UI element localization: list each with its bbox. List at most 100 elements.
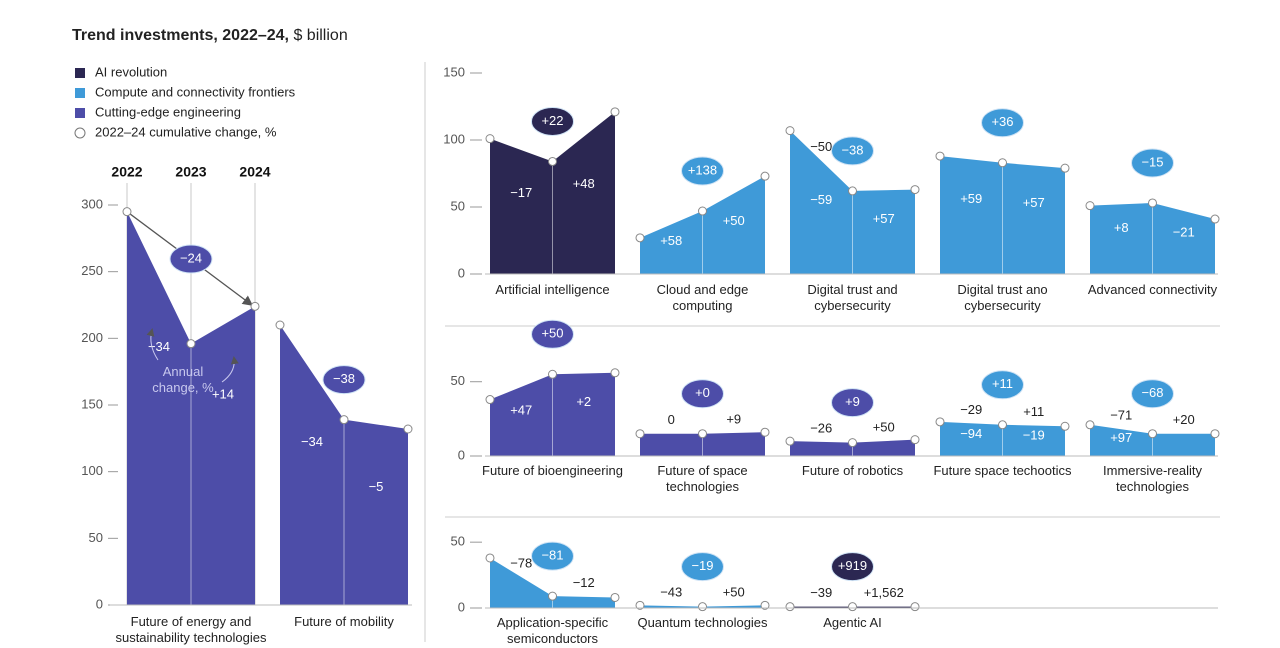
cumulative-badge	[169, 244, 213, 274]
cumulative-change-label: +22	[541, 113, 563, 128]
legend-swatch	[75, 88, 85, 98]
point	[548, 156, 557, 166]
cumulative-badge	[322, 365, 366, 395]
panel-name: Future of space technologies	[657, 463, 748, 494]
point	[848, 186, 857, 196]
subtitle-unit: $ billion	[293, 27, 348, 44]
annotation: Annual change, %	[152, 364, 214, 395]
point	[1210, 214, 1220, 224]
cumulative-badge	[1131, 148, 1174, 178]
point	[910, 435, 920, 445]
annual-change-label: +50	[723, 584, 745, 599]
point	[785, 126, 795, 136]
point	[698, 429, 707, 439]
legend-label: Compute and connectivity frontiers	[95, 84, 296, 99]
y-tick-label: 100	[81, 463, 103, 478]
point	[910, 602, 920, 612]
panel-name: Future of mobility	[294, 614, 394, 629]
annual-change-label: −5	[369, 479, 384, 494]
y-tick-label: 50	[89, 530, 103, 545]
point	[635, 600, 645, 610]
annual-change-label: −12	[573, 575, 595, 590]
point	[250, 301, 260, 311]
annotation-arrow	[146, 328, 159, 361]
point	[848, 438, 857, 448]
cumulative-badge	[831, 388, 874, 418]
annual-change-label: 0	[668, 412, 675, 427]
x-tick-label: 2023	[175, 164, 206, 180]
point	[1148, 198, 1157, 208]
annual-change-label: −71	[1110, 408, 1132, 423]
point	[548, 591, 557, 601]
y-tick-label: 100	[443, 131, 465, 146]
point	[935, 151, 945, 161]
area	[490, 557, 615, 608]
cumulative-badge	[531, 319, 574, 349]
annual-change-label: +59	[960, 191, 982, 206]
y-tick-label: 50	[451, 373, 465, 388]
point	[1060, 163, 1070, 173]
cumulative-change-label: −81	[541, 548, 563, 563]
y-tick-label: 200	[81, 330, 103, 345]
cumulative-badge	[681, 156, 724, 186]
point	[610, 368, 620, 378]
point	[760, 171, 770, 181]
point	[935, 417, 945, 427]
annual-change-label: −59	[810, 192, 832, 207]
point	[403, 424, 413, 434]
legend-marker	[74, 127, 86, 139]
point	[635, 429, 645, 439]
point	[760, 600, 770, 610]
panel-name: Future of energy and sustainability tech…	[115, 614, 267, 645]
subtitle: Trend investments, 2022–24, $ billion	[72, 28, 348, 44]
point	[760, 427, 770, 437]
cumulative-change-label: +138	[688, 162, 717, 177]
cumulative-change-label: +0	[695, 385, 710, 400]
point	[186, 339, 196, 349]
legend-label: Cutting-edge engineering	[95, 104, 241, 119]
annual-change-label: +48	[573, 176, 595, 191]
panel-name: Advanced connectivity	[1087, 282, 1218, 297]
panel-name: Future space techootics	[933, 463, 1072, 478]
panel-name: Digital trust ano cybersecurity	[957, 282, 1048, 313]
cumulative-badge	[981, 108, 1024, 138]
annual-change-label: +50	[723, 213, 745, 228]
annual-change-label: −78	[510, 555, 532, 570]
cumulative-change-label: −68	[1141, 385, 1163, 400]
y-tick-label: 250	[81, 263, 103, 278]
y-tick-label: 0	[458, 447, 465, 462]
point	[998, 158, 1007, 168]
annual-change-label: −19	[1023, 428, 1045, 443]
point	[275, 320, 285, 330]
point	[785, 436, 795, 446]
panel-name: Digital trust and cybersecurity	[807, 282, 898, 313]
point	[339, 415, 349, 425]
y-tick-label: 0	[458, 599, 465, 614]
cumulative-change-label: +36	[991, 114, 1013, 129]
point	[485, 553, 495, 563]
point	[998, 420, 1007, 430]
annual-change-label: −94	[960, 426, 982, 441]
point	[910, 185, 920, 195]
cumulative-change-label: −38	[333, 371, 355, 386]
point	[785, 602, 795, 612]
cumulative-change-label: +50	[541, 326, 563, 341]
cumulative-badge	[831, 136, 874, 166]
point	[698, 602, 707, 612]
cumulative-badge	[681, 379, 724, 409]
point	[485, 134, 495, 144]
point	[122, 207, 132, 217]
point	[698, 206, 707, 216]
cumulative-change-label: −24	[180, 250, 202, 265]
annual-change-label: +14	[212, 386, 234, 401]
legend-swatch	[75, 68, 85, 78]
annual-change-label: −26	[810, 420, 832, 435]
point	[610, 107, 620, 117]
annual-change-label: −17	[510, 185, 532, 200]
cumulative-change-label: +9	[845, 394, 860, 409]
annual-change-label: −21	[1173, 225, 1195, 240]
legend-swatch	[75, 108, 85, 118]
panel-name: Agentic AI	[823, 615, 882, 630]
